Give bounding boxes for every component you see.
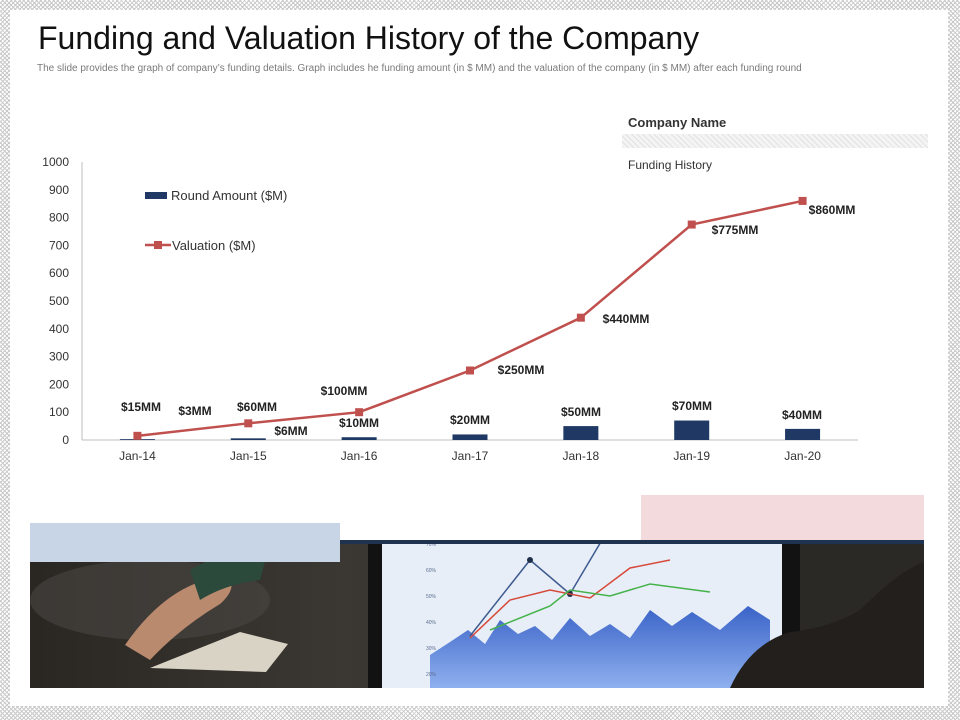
photo-tick-label: 30% <box>426 646 437 652</box>
round-amount-bar <box>785 428 821 440</box>
hand-right <box>730 562 924 688</box>
x-tick-label: Jan-18 <box>563 449 600 463</box>
bar-data-label: $10MM <box>339 416 379 430</box>
valuation-data-label: $100MM <box>321 384 368 398</box>
bar-data-label: $70MM <box>672 399 712 413</box>
red-series-line <box>469 559 671 639</box>
valuation-data-label: $60MM <box>237 400 277 414</box>
valuation-data-label: $15MM <box>121 400 161 414</box>
y-tick-label: 300 <box>49 350 69 364</box>
valuation-point <box>687 220 696 229</box>
bar-data-label: $20MM <box>450 413 490 427</box>
legend-swatch-round-amount <box>145 192 167 199</box>
valuation-point <box>466 366 474 375</box>
funding-history-label: Funding History <box>628 158 713 172</box>
x-tick-label: Jan-19 <box>673 449 710 463</box>
round-amount-bar <box>341 437 377 440</box>
y-tick-label: 400 <box>49 322 69 336</box>
photo-tick-label: 20% <box>426 672 437 678</box>
slide: Funding and Valuation History of the Com… <box>10 10 948 706</box>
y-tick-label: 600 <box>49 266 69 280</box>
y-tick-label: 200 <box>49 377 69 391</box>
area-series <box>430 606 770 688</box>
bar-data-label: $40MM <box>782 408 822 422</box>
valuation-point <box>133 431 142 440</box>
valuation-point <box>798 196 807 205</box>
round-amount-bar <box>674 420 710 440</box>
blue-accent-box <box>30 523 340 562</box>
series-point <box>527 557 533 563</box>
valuation-point <box>355 408 364 417</box>
legend-label-round-amount: Round Amount ($M) <box>171 188 287 203</box>
y-tick-label: 900 <box>49 183 69 197</box>
valuation-point <box>244 419 253 428</box>
x-tick-label: Jan-15 <box>230 449 267 463</box>
green-book <box>190 554 266 600</box>
photo-tick-label: 70% <box>426 542 437 548</box>
monitor-bezel-left <box>368 540 382 688</box>
company-name-heading: Company Name <box>628 115 727 130</box>
stock-chart-photo: 70% 60% 50% 40% 30% 20% <box>30 540 924 688</box>
y-tick-label: 0 <box>62 433 69 447</box>
funding-chart: 0 100 200 300 400 500 600 700 800 900 1000 Jan-14 Ja… <box>42 155 858 463</box>
valuation-data-label: $250MM <box>498 363 545 377</box>
y-tick-label: 700 <box>49 238 69 252</box>
bar-data-label: $50MM <box>561 405 601 419</box>
x-tick-label: Jan-17 <box>452 449 489 463</box>
valuation-data-label: $775MM <box>712 223 759 237</box>
y-tick-label: 500 <box>49 294 69 308</box>
round-amount-bar <box>230 438 266 440</box>
photo-tick-label: 50% <box>426 594 437 600</box>
pink-accent-box <box>641 495 924 541</box>
bar-data-label: $3MM <box>178 404 211 418</box>
valuation-data-label: $860MM <box>809 203 856 217</box>
bar-data-label: $6MM <box>274 424 307 438</box>
photo-tick-label: 40% <box>426 620 437 626</box>
legend-marker-valuation <box>154 241 162 249</box>
y-tick-label: 800 <box>49 211 69 225</box>
blue-series-line <box>469 540 603 637</box>
legend-label-valuation: Valuation ($M) <box>172 238 256 253</box>
page-title: Funding and Valuation History of the Com… <box>38 20 700 56</box>
round-amount-bar <box>452 434 488 440</box>
photo-illustration: 70% 60% 50% 40% 30% 20% <box>30 540 924 688</box>
x-tick-label: Jan-20 <box>784 449 821 463</box>
hatched-divider <box>622 134 928 148</box>
open-book <box>150 632 288 672</box>
photo-tick-labels: 70% 60% 50% 40% 30% 20% <box>426 542 437 678</box>
photo-tick-label: 60% <box>426 568 437 574</box>
photo-top-border <box>340 540 924 544</box>
round-amount-bar <box>563 426 599 440</box>
valuation-data-label: $440MM <box>603 312 650 326</box>
y-tick-label: 100 <box>49 405 69 419</box>
page-subtitle: The slide provides the graph of company’… <box>37 63 802 74</box>
valuation-point <box>576 313 585 322</box>
x-tick-label: Jan-16 <box>341 449 378 463</box>
y-tick-label: 1000 <box>42 155 69 169</box>
green-series-line <box>489 583 711 631</box>
x-tick-label: Jan-14 <box>119 449 156 463</box>
